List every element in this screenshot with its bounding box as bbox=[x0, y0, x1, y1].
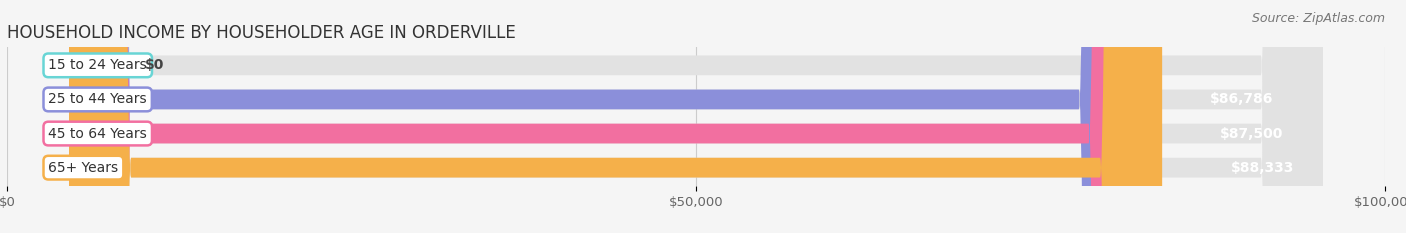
FancyBboxPatch shape bbox=[69, 0, 1150, 233]
Text: 25 to 44 Years: 25 to 44 Years bbox=[48, 93, 148, 106]
Text: 65+ Years: 65+ Years bbox=[48, 161, 118, 175]
Text: $87,500: $87,500 bbox=[1219, 127, 1282, 140]
Text: $88,333: $88,333 bbox=[1232, 161, 1295, 175]
FancyBboxPatch shape bbox=[69, 0, 1323, 233]
FancyBboxPatch shape bbox=[69, 0, 1323, 233]
Text: Source: ZipAtlas.com: Source: ZipAtlas.com bbox=[1251, 12, 1385, 25]
Text: 45 to 64 Years: 45 to 64 Years bbox=[48, 127, 148, 140]
Text: $86,786: $86,786 bbox=[1209, 93, 1272, 106]
FancyBboxPatch shape bbox=[69, 0, 1323, 233]
Text: HOUSEHOLD INCOME BY HOUSEHOLDER AGE IN ORDERVILLE: HOUSEHOLD INCOME BY HOUSEHOLDER AGE IN O… bbox=[7, 24, 516, 42]
FancyBboxPatch shape bbox=[69, 0, 1163, 233]
Text: $0: $0 bbox=[145, 58, 165, 72]
FancyBboxPatch shape bbox=[69, 0, 1323, 233]
Text: 15 to 24 Years: 15 to 24 Years bbox=[48, 58, 148, 72]
FancyBboxPatch shape bbox=[69, 0, 1140, 233]
